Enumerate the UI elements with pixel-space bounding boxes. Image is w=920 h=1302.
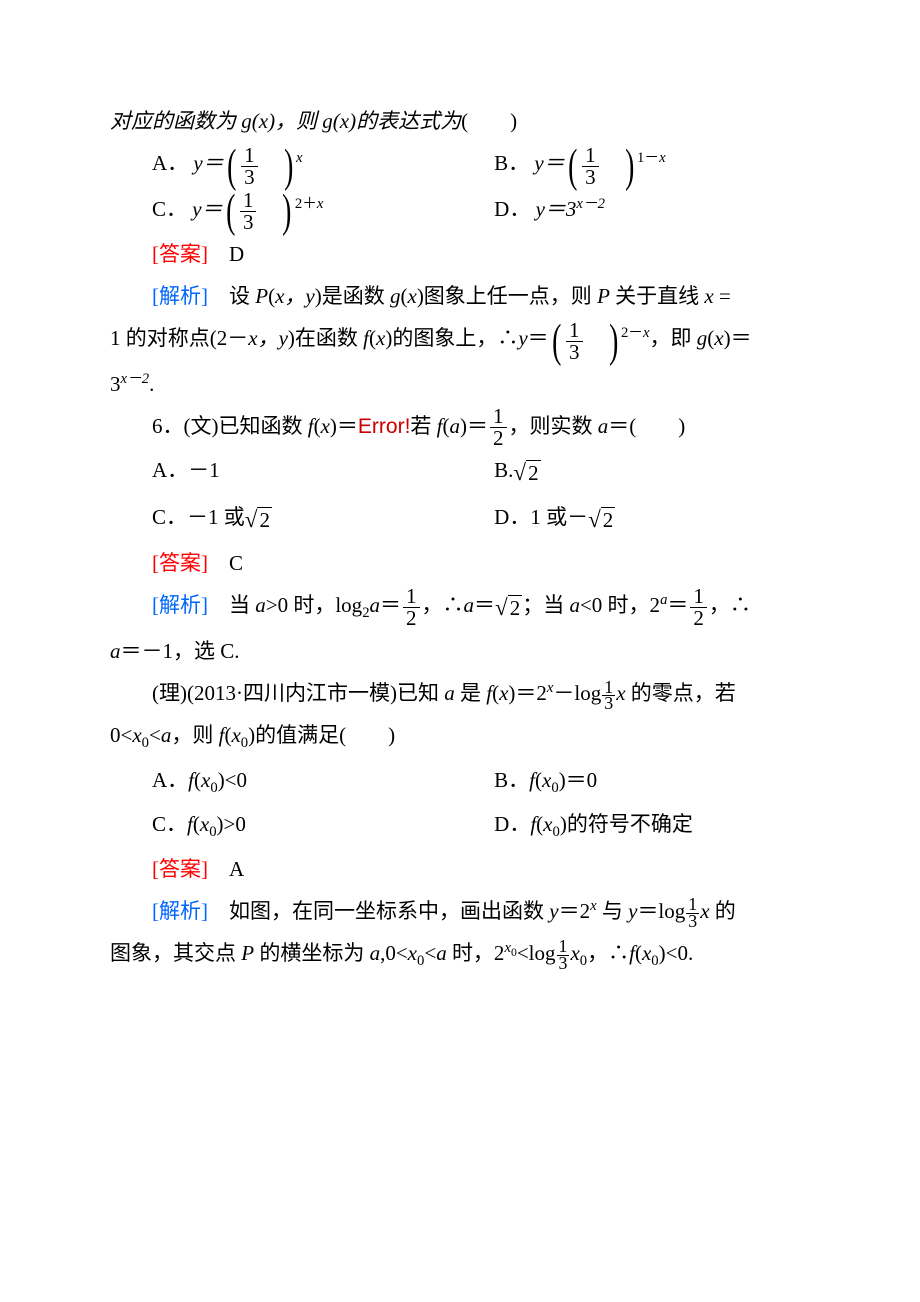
- explain-label: [解析]: [152, 284, 208, 308]
- text: 对应的函数为 g(x)，则 g(x)的表达式为: [110, 109, 461, 133]
- q6l-explain-l2: 图象，其交点 P 的横坐标为 a,0<x0<a 时，2x0<log13x0，∴f…: [110, 932, 810, 977]
- frac: 13: [602, 680, 615, 711]
- q6w-explain-l1: [解析] 当 a>0 时，log2a＝12，∴a＝√2；当 a<0 时，2a＝1…: [110, 584, 810, 630]
- exp: x－2: [576, 196, 605, 212]
- exp: 1－x: [637, 150, 666, 166]
- answer-value: C: [229, 551, 243, 575]
- exp: 2＋x: [295, 196, 324, 212]
- page: 对应的函数为 g(x)，则 g(x)的表达式为( ) A． y＝(13 )x B…: [0, 0, 920, 1037]
- sqrt: √2: [495, 584, 522, 630]
- answer-value: D: [229, 242, 244, 266]
- frac: (13 ): [223, 188, 295, 233]
- q6l-choice-b: B．f(x0)＝0: [494, 759, 810, 804]
- q5-explain-l2: 1 的对称点(2－x，y)在函数 f(x)的图象上，∴y＝(13 )2－x，即 …: [110, 317, 810, 363]
- frac: 13: [686, 897, 699, 928]
- frac: 12: [490, 406, 507, 449]
- q6l-choices-row1: A．f(x0)<0 B．f(x0)＝0: [110, 759, 810, 804]
- q6w-choice-b: B.√2: [494, 449, 810, 495]
- q5-explain-l3: 3x－2.: [110, 363, 810, 405]
- q6l-choices-row2: C．f(x0)>0 D．f(x0)的符号不确定: [110, 803, 810, 848]
- q5-choices-row1: A． y＝(13 )x B． y＝(13 )1－x: [110, 142, 810, 188]
- label: C．: [152, 197, 187, 221]
- frac: 12: [690, 586, 707, 629]
- q6l-choice-d: D．f(x0)的符号不确定: [494, 803, 810, 848]
- q6w-choices-row2: C．－1 或√2 D．1 或－√2: [110, 496, 810, 542]
- frac: (13 ): [224, 143, 296, 188]
- eq: y＝: [192, 197, 222, 221]
- error-text: Error!: [358, 415, 411, 438]
- q6w-choice-c: C．－1 或√2: [152, 496, 494, 542]
- answer-label: [答案]: [152, 857, 208, 881]
- eq: y＝3: [536, 197, 577, 221]
- eq: y＝: [193, 151, 223, 175]
- q6w-answer: [答案] C: [110, 542, 810, 584]
- q6w-choice-a: A．－1: [152, 449, 494, 495]
- q5-choices-row2: C． y＝(13 )2＋x D． y＝3x－2: [110, 188, 810, 234]
- q6l-explain-l1: [解析] 如图，在同一坐标系中，画出函数 y＝2x 与 y＝log13x 的: [110, 890, 810, 932]
- q5-intro: 对应的函数为 g(x)，则 g(x)的表达式为( ): [110, 100, 810, 142]
- q5-choice-a: A． y＝(13 )x: [152, 142, 494, 188]
- q6w-choices-row1: A．－1 B.√2: [110, 449, 810, 495]
- frac: 12: [403, 586, 420, 629]
- answer-label: [答案]: [152, 242, 208, 266]
- answer-value: A: [229, 857, 244, 881]
- q5-choice-d: D． y＝3x－2: [494, 188, 810, 234]
- frac: (13 ): [565, 143, 637, 188]
- q6l-stem-l2: 0<x0<a，则 f(x0)的值满足( ): [110, 714, 810, 759]
- frac: 13: [557, 939, 570, 970]
- sqrt: √2: [513, 449, 540, 495]
- label: A．: [152, 151, 188, 175]
- q5-choice-b: B． y＝(13 )1－x: [494, 142, 810, 188]
- label: B．: [494, 151, 529, 175]
- q6w-stem: 6．(文)已知函数 f(x)＝Error!若 f(a)＝12，则实数 a＝( ): [110, 405, 810, 450]
- q6l-choice-a: A．f(x0)<0: [152, 759, 494, 804]
- label: D．: [494, 197, 530, 221]
- q6w-choice-d: D．1 或－√2: [494, 496, 810, 542]
- eq: y＝: [534, 151, 564, 175]
- q5-choice-c: C． y＝(13 )2＋x: [152, 188, 494, 234]
- sqrt: √2: [245, 496, 272, 542]
- q6l-answer: [答案] A: [110, 848, 810, 890]
- answer-label: [答案]: [152, 551, 208, 575]
- q5-explain-l1: [解析] 设 P(x，y)是函数 g(x)图象上任一点，则 P 关于直线 x =: [110, 275, 810, 317]
- q6w-explain-l2: a＝－1，选 C.: [110, 630, 810, 672]
- exp: x: [296, 150, 303, 166]
- frac: (13 ): [549, 318, 621, 363]
- explain-label: [解析]: [152, 899, 208, 923]
- sqrt: √2: [588, 496, 615, 542]
- explain-label: [解析]: [152, 593, 208, 617]
- q6l-stem-l1: (理)(2013·四川内江市一模)已知 a 是 f(x)＝2x－log13x 的…: [110, 672, 810, 714]
- q6l-choice-c: C．f(x0)>0: [152, 803, 494, 848]
- q5-answer: [答案] D: [110, 233, 810, 275]
